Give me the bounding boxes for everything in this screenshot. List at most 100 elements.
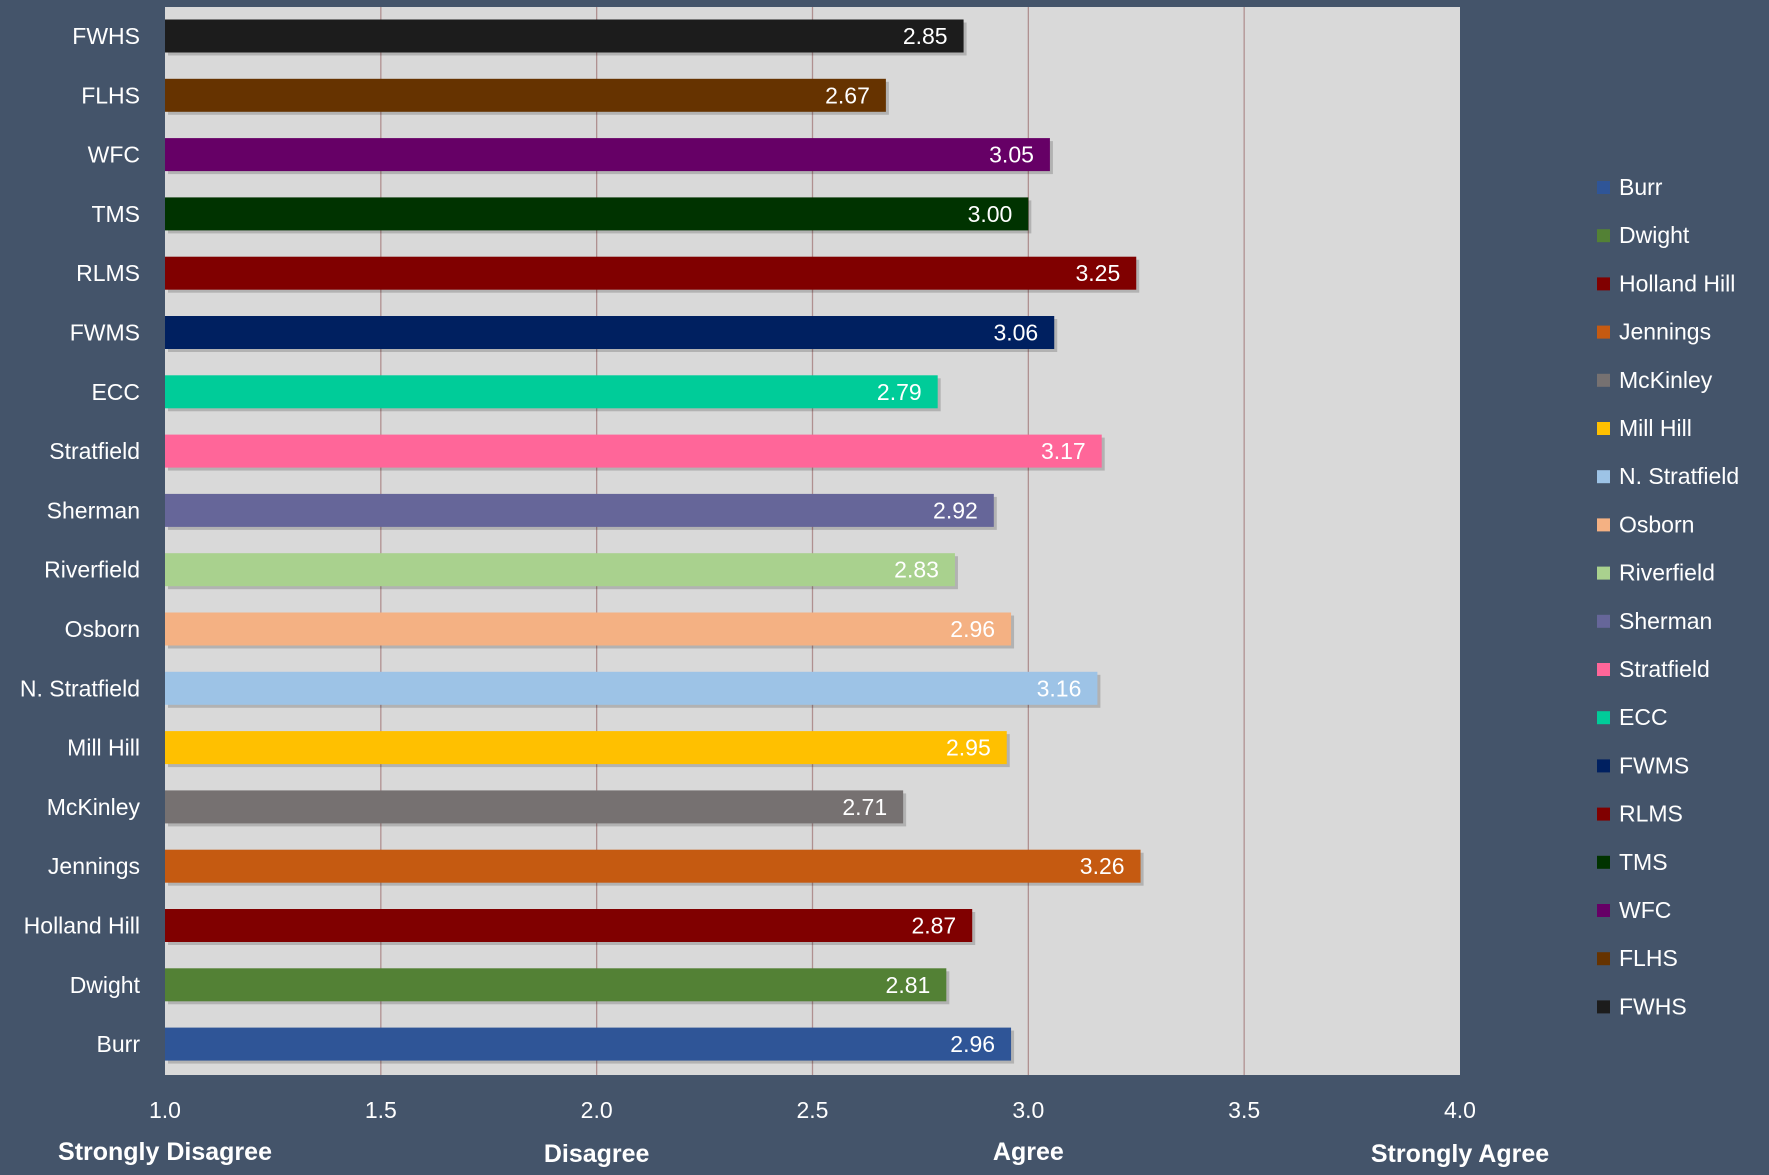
legend-swatch-rlms xyxy=(1597,807,1610,821)
value-label-burr: 2.96 xyxy=(950,1031,995,1057)
bar-dwight xyxy=(165,968,947,1002)
bar-sherman xyxy=(165,493,994,527)
x-tick-label-5: 3.5 xyxy=(1228,1097,1260,1123)
legend-swatch-flhs xyxy=(1597,952,1610,966)
bar-mckinley xyxy=(165,790,904,824)
value-label-rlms: 3.25 xyxy=(1075,260,1120,286)
bar-jennings xyxy=(165,849,1141,883)
legend-swatch-tms xyxy=(1597,855,1610,869)
legend-swatch-osborn xyxy=(1597,518,1610,532)
category-label-holland-hill: Holland Hill xyxy=(24,913,140,939)
bars: 2.85 2.67 3.05 3.00 3.25 3.06 2.79 3.17 2.92 2.83… xyxy=(165,19,1144,1064)
value-label-sherman: 2.92 xyxy=(933,497,978,523)
x-tick-label-4: 3.0 xyxy=(1012,1097,1044,1123)
scale-labels: Strongly Disagree Disagree Agree Strongly A… xyxy=(58,1138,1549,1168)
legend-swatch-wfc xyxy=(1597,904,1610,917)
value-label-tms: 3.00 xyxy=(968,201,1013,227)
value-label-osborn: 2.96 xyxy=(950,616,995,642)
legend-swatch-stratfield xyxy=(1597,663,1610,676)
legend-swatch-riverfield xyxy=(1597,566,1610,580)
category-label-fwms: FWMS xyxy=(70,320,140,346)
value-label-n-stratfield: 3.16 xyxy=(1037,675,1082,701)
scale-label-strongly-disagree: Strongly Disagree xyxy=(58,1138,272,1166)
legend-label-burr: Burr xyxy=(1619,174,1663,200)
bar-stratfield xyxy=(165,434,1102,468)
category-label-n-stratfield: N. Stratfield xyxy=(20,675,140,701)
legend-label-fwhs: FWHS xyxy=(1619,993,1687,1019)
legend-label-mill-hill: Mill Hill xyxy=(1619,415,1692,441)
legend-label-ecc: ECC xyxy=(1619,704,1668,730)
legend-swatch-ecc xyxy=(1597,711,1610,725)
legend-label-mckinley: McKinley xyxy=(1619,367,1713,393)
category-label-ecc: ECC xyxy=(91,379,140,405)
legend: Burr Dwight Holland Hill Jennings McKinley Mi… xyxy=(1597,174,1739,1019)
legend-swatch-dwight xyxy=(1597,229,1610,243)
category-label-wfc: WFC xyxy=(88,142,140,168)
bar-n-stratfield xyxy=(165,671,1098,705)
x-tick-label-3: 2.5 xyxy=(797,1097,829,1123)
category-label-mill-hill: Mill Hill xyxy=(67,735,140,761)
value-label-fwms: 3.06 xyxy=(993,320,1038,346)
legend-label-tms: TMS xyxy=(1619,849,1668,875)
scale-label-disagree: Disagree xyxy=(544,1140,650,1168)
legend-label-rlms: RLMS xyxy=(1619,801,1683,827)
legend-label-flhs: FLHS xyxy=(1619,945,1678,971)
legend-swatch-mill-hill xyxy=(1597,422,1610,435)
scale-label-agree: Agree xyxy=(993,1138,1064,1166)
legend-swatch-burr xyxy=(1597,181,1610,194)
value-label-holland-hill: 2.87 xyxy=(911,913,956,939)
value-label-wfc: 3.05 xyxy=(989,142,1034,168)
category-label-burr: Burr xyxy=(97,1031,141,1057)
legend-label-stratfield: Stratfield xyxy=(1619,656,1710,682)
gridlines xyxy=(380,7,1245,1075)
bar-fwms xyxy=(165,316,1055,349)
category-labels: FWHS FLHS WFC TMS RLMS FWMS ECC Stratfield Sherm… xyxy=(20,23,141,1057)
category-label-sherman: Sherman xyxy=(47,497,140,523)
legend-label-sherman: Sherman xyxy=(1619,608,1712,634)
category-label-stratfield: Stratfield xyxy=(49,438,140,464)
bar-osborn xyxy=(165,612,1012,646)
value-label-mill-hill: 2.95 xyxy=(946,735,991,761)
x-tick-label-2: 2.0 xyxy=(581,1097,613,1123)
legend-label-jennings: Jennings xyxy=(1619,319,1711,345)
bar-flhs xyxy=(165,78,886,112)
legend-label-wfc: WFC xyxy=(1619,897,1671,923)
legend-swatch-sherman xyxy=(1597,614,1610,628)
legend-swatch-fwhs xyxy=(1597,1000,1610,1014)
legend-label-fwms: FWMS xyxy=(1619,752,1689,778)
category-label-jennings: Jennings xyxy=(48,853,140,879)
legend-swatch-n-stratfield xyxy=(1597,470,1610,484)
bar-fwhs xyxy=(165,19,964,53)
legend-swatch-fwms xyxy=(1597,759,1610,773)
category-label-rlms: RLMS xyxy=(76,260,140,286)
x-tick-label-6: 4.0 xyxy=(1444,1097,1476,1123)
x-tick-label-0: 1.0 xyxy=(149,1097,181,1123)
category-label-dwight: Dwight xyxy=(70,972,141,998)
value-label-ecc: 2.79 xyxy=(877,379,922,405)
category-label-riverfield: Riverfield xyxy=(44,557,140,583)
x-axis-ticks: 1.0 1.5 2.0 2.5 3.0 3.5 4.0 xyxy=(149,1097,1476,1123)
bar-tms xyxy=(165,197,1029,231)
legend-swatch-mckinley xyxy=(1597,373,1610,387)
legend-label-osborn: Osborn xyxy=(1619,511,1694,537)
value-label-flhs: 2.67 xyxy=(825,82,870,108)
legend-label-riverfield: Riverfield xyxy=(1619,560,1715,586)
category-label-mckinley: McKinley xyxy=(47,794,141,820)
value-label-jennings: 3.26 xyxy=(1080,853,1125,879)
legend-label-n-stratfield: N. Stratfield xyxy=(1619,463,1739,489)
x-tick-label-1: 1.5 xyxy=(365,1097,397,1123)
value-label-stratfield: 3.17 xyxy=(1041,438,1086,464)
bar-riverfield xyxy=(165,553,955,587)
category-label-flhs: FLHS xyxy=(81,82,140,108)
category-label-osborn: Osborn xyxy=(65,616,140,642)
bar-rlms xyxy=(165,256,1137,290)
bar-ecc xyxy=(165,375,938,409)
category-label-tms: TMS xyxy=(91,201,140,227)
value-label-dwight: 2.81 xyxy=(886,972,931,998)
legend-label-holland-hill: Holland Hill xyxy=(1619,270,1735,296)
legend-swatch-jennings xyxy=(1597,325,1610,339)
value-label-riverfield: 2.83 xyxy=(894,557,939,583)
value-label-mckinley: 2.71 xyxy=(842,794,887,820)
